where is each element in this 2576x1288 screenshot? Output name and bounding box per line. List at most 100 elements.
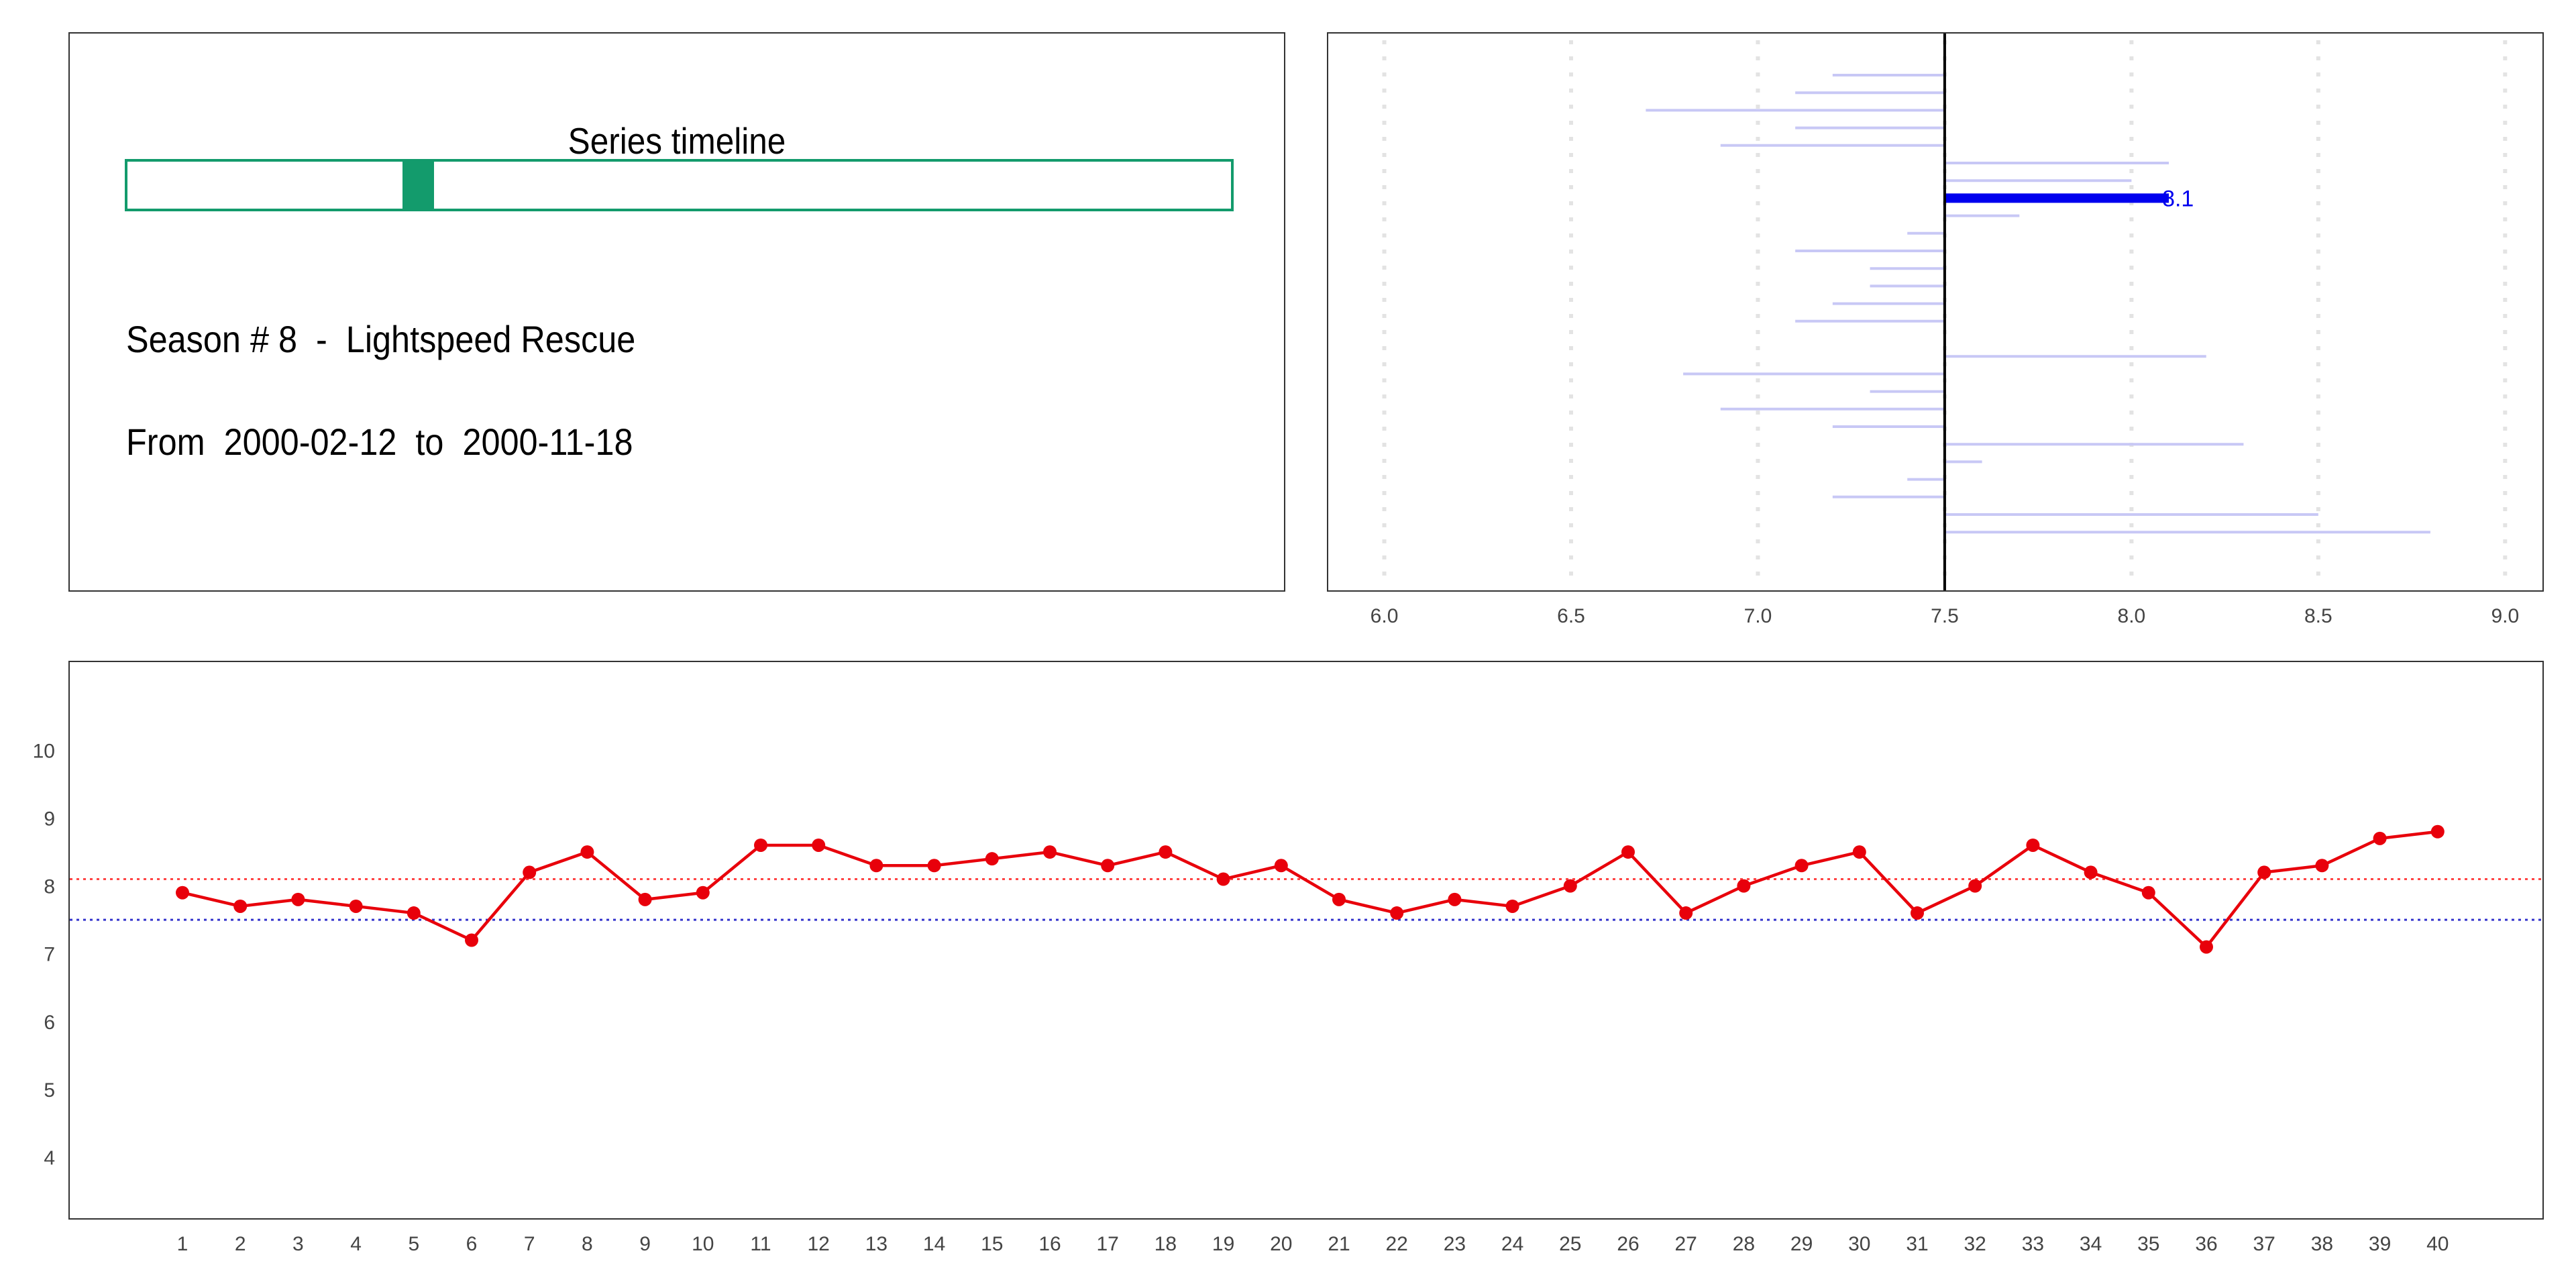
x-tick-label: 36 — [2195, 1233, 2217, 1255]
episode-rating-point — [1968, 879, 1982, 893]
episode-rating-point — [754, 838, 767, 852]
x-tick-label: 22 — [1386, 1233, 1408, 1255]
bar-x-tick-label: 8.0 — [2118, 605, 2146, 627]
timeline-title: Series timeline — [568, 120, 786, 162]
episode-rating-point — [176, 885, 189, 900]
highlighted-season-value-label: 8.1 — [2162, 186, 2194, 211]
current-season-marker — [402, 162, 435, 209]
x-tick-label: 2 — [235, 1233, 246, 1255]
episode-rating-point — [580, 845, 594, 859]
episode-rating-point — [1448, 892, 1462, 906]
y-tick-label: 6 — [44, 1012, 55, 1034]
x-tick-label: 14 — [923, 1233, 945, 1255]
x-tick-label: 1 — [177, 1233, 189, 1255]
x-tick-label: 11 — [750, 1233, 771, 1255]
x-tick-label: 38 — [2311, 1233, 2333, 1255]
x-tick-label: 3 — [292, 1233, 304, 1255]
episode-rating-point — [523, 865, 537, 879]
episode-rating-point — [696, 885, 710, 900]
episode-rating-point — [869, 859, 883, 873]
x-tick-label: 21 — [1328, 1233, 1350, 1255]
x-tick-label: 12 — [808, 1233, 830, 1255]
episode-rating-point — [2373, 831, 2387, 845]
x-tick-label: 20 — [1270, 1233, 1292, 1255]
bar-x-tick-label: 7.5 — [1931, 605, 1959, 627]
y-tick-label: 8 — [44, 876, 55, 898]
episode-rating-point — [1043, 845, 1057, 859]
x-tick-label: 26 — [1617, 1233, 1639, 1255]
episode-rating-point — [638, 892, 652, 906]
x-tick-label: 9 — [639, 1233, 651, 1255]
x-tick-label: 15 — [981, 1233, 1003, 1255]
episode-rating-point — [291, 892, 305, 906]
x-tick-label: 28 — [1733, 1233, 1755, 1255]
x-tick-label: 25 — [1559, 1233, 1581, 1255]
y-tick-label: 5 — [44, 1079, 55, 1102]
x-tick-label: 5 — [408, 1233, 419, 1255]
bar-x-tick-label: 8.5 — [2304, 605, 2332, 627]
x-tick-label: 40 — [2426, 1233, 2449, 1255]
episode-rating-point — [1679, 906, 1693, 920]
x-tick-label: 33 — [2022, 1233, 2044, 1255]
x-tick-label: 16 — [1038, 1233, 1061, 1255]
bar-x-tick-label: 6.5 — [1557, 605, 1585, 627]
episode-rating-point — [465, 933, 478, 947]
x-tick-label: 37 — [2253, 1233, 2275, 1255]
x-tick-label: 27 — [1675, 1233, 1697, 1255]
x-tick-label: 30 — [1848, 1233, 1870, 1255]
episode-rating-point — [1101, 859, 1115, 873]
episode-rating-point — [985, 852, 999, 866]
episode-rating-point — [349, 899, 363, 913]
y-tick-label: 7 — [44, 944, 55, 966]
episode-rating-point — [2026, 838, 2040, 852]
episode-rating-point — [1852, 845, 1866, 859]
episode-rating-point — [2200, 940, 2213, 954]
episode-rating-point — [927, 859, 941, 873]
season-ratings-bar-panel — [1327, 32, 2544, 592]
episode-rating-point — [1737, 879, 1751, 893]
bar-x-tick-label: 7.0 — [1744, 605, 1772, 627]
x-tick-label: 31 — [1906, 1233, 1928, 1255]
episode-rating-line — [182, 830, 2438, 949]
y-tick-label: 10 — [33, 740, 55, 762]
x-tick-label: 39 — [2369, 1233, 2391, 1255]
episode-rating-point — [1332, 892, 1346, 906]
x-tick-label: 8 — [582, 1233, 593, 1255]
x-tick-label: 17 — [1097, 1233, 1119, 1255]
x-tick-label: 32 — [1964, 1233, 1986, 1255]
episode-rating-point — [1274, 859, 1288, 873]
season-title: Season # 8 - Lightspeed Rescue — [126, 318, 636, 360]
episode-ratings-line-panel — [68, 661, 2544, 1220]
episode-rating-point — [2315, 859, 2329, 873]
x-tick-label: 10 — [692, 1233, 714, 1255]
series-timeline-bar — [125, 159, 1234, 211]
episode-rating-point — [1505, 899, 1519, 913]
episode-rating-point — [1159, 845, 1173, 859]
x-tick-label: 18 — [1155, 1233, 1177, 1255]
x-tick-label: 35 — [2137, 1233, 2159, 1255]
bar-x-tick-label: 6.0 — [1371, 605, 1399, 627]
x-tick-label: 29 — [1790, 1233, 1813, 1255]
x-tick-label: 13 — [865, 1233, 888, 1255]
y-tick-label: 4 — [44, 1147, 55, 1169]
episode-rating-point — [1794, 859, 1809, 873]
x-tick-label: 7 — [524, 1233, 535, 1255]
episode-rating-point — [2430, 824, 2445, 839]
season-date-range: From 2000-02-12 to 2000-11-18 — [126, 421, 633, 463]
episode-rating-point — [2141, 885, 2155, 900]
y-tick-label: 9 — [44, 808, 55, 830]
episode-rating-point — [1911, 906, 1924, 920]
episode-rating-point — [1621, 845, 1635, 859]
episode-rating-point — [407, 906, 421, 920]
episode-rating-point — [812, 838, 826, 852]
x-tick-label: 6 — [466, 1233, 478, 1255]
x-tick-label: 34 — [2080, 1233, 2102, 1255]
bar-x-tick-label: 9.0 — [2491, 605, 2519, 627]
x-tick-label: 4 — [350, 1233, 362, 1255]
episode-rating-point — [2084, 865, 2098, 879]
episode-rating-point — [1216, 872, 1230, 886]
episode-rating-point — [1390, 906, 1404, 920]
episode-rating-point — [1563, 879, 1577, 893]
season-info-panel: Series timeline Season # 8 - Lightspeed … — [68, 32, 1285, 592]
